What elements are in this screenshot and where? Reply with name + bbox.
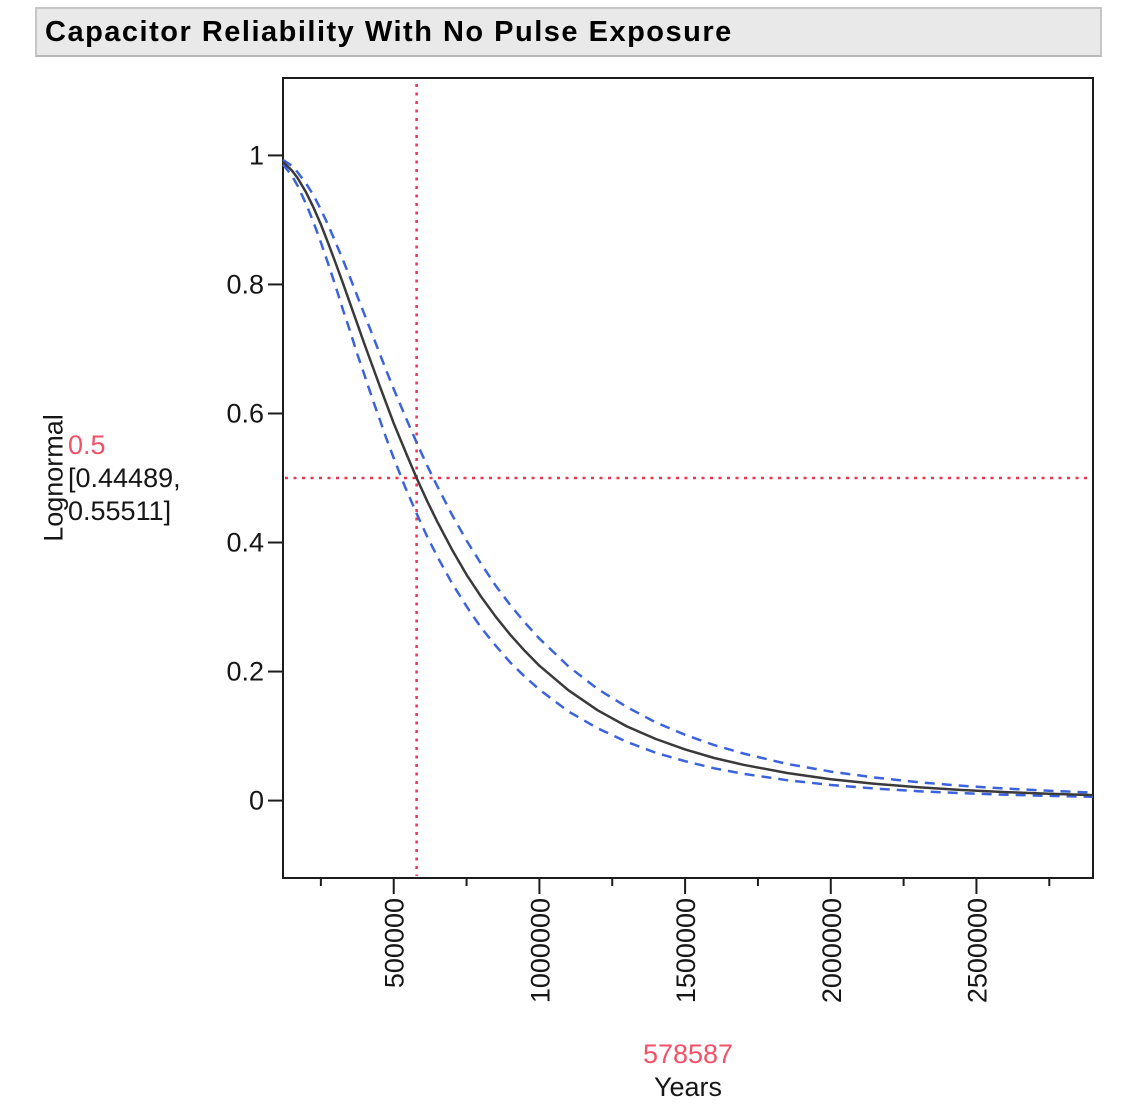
y-tick-label: 0.8 [226,269,264,299]
probability-ci-line2: 0.55511] [68,496,172,526]
outline-title: Capacitor Reliability With No Pulse Expo… [45,15,733,48]
y-tick-label: 0.6 [226,398,264,428]
x-tick-label: 2500000 [962,898,992,1003]
lower-confidence-curve [282,163,1094,799]
x-tick-label: 1000000 [525,898,555,1003]
estimate-curve [282,161,1094,797]
x-tick-label: 1500000 [671,898,701,1003]
probability-ci-line1: [0.44489, [68,463,181,493]
y-tick-label: 1 [249,140,264,170]
y-axis-label[interactable]: Lognormal [38,414,69,542]
x-axis-label[interactable]: Years [653,1072,723,1102]
x-tick-label: 2000000 [817,898,847,1003]
y-tick-label: 0.4 [226,528,264,558]
crosshair-time-value[interactable]: 578587 [642,1039,734,1069]
x-tick-label: 500000 [380,898,410,988]
upper-confidence-curve [282,158,1094,794]
x-axis-label-group: 578587 Years [643,1038,733,1104]
probability-value[interactable]: 0.5 [68,430,106,460]
y-tick-label: 0 [249,786,264,816]
crosshair-probability-annotation: 0.5 [0.44489, 0.55511] [68,429,181,528]
y-tick-label: 0.2 [226,657,264,687]
outline-title-bar[interactable]: Capacitor Reliability With No Pulse Expo… [35,7,1102,57]
